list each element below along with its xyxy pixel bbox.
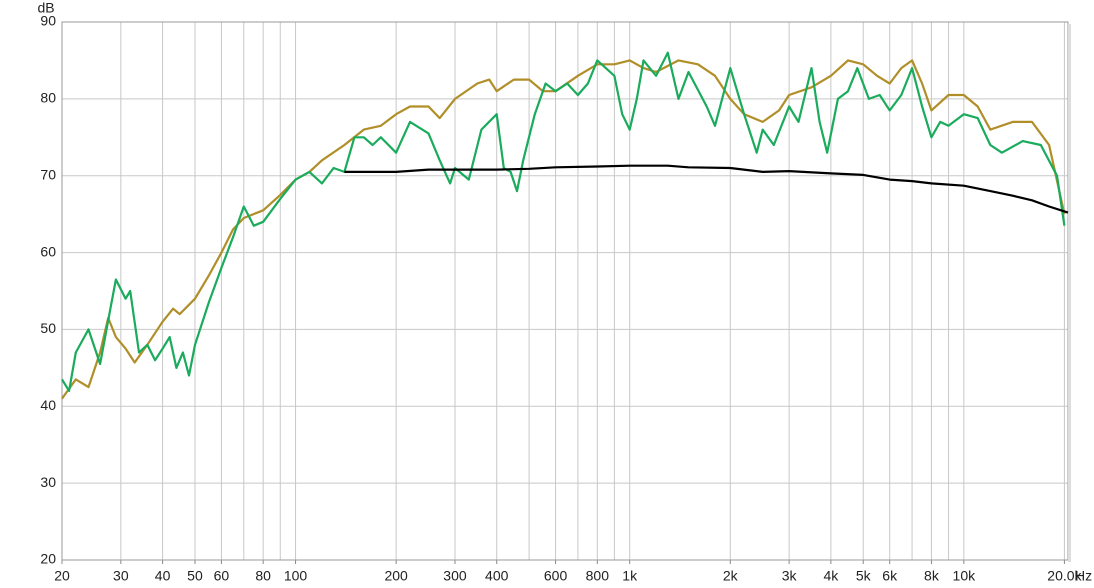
x-tick-label: 20.0k bbox=[1047, 568, 1082, 584]
x-tick-label: 2k bbox=[723, 568, 739, 584]
x-tick-label: 60 bbox=[214, 568, 230, 584]
x-unit: Hz bbox=[1075, 568, 1092, 584]
x-tick-label: 10k bbox=[953, 568, 977, 584]
plot-frame-shadow bbox=[1068, 24, 1071, 562]
y-tick-label: 40 bbox=[40, 397, 56, 413]
x-tick-label: 80 bbox=[255, 568, 271, 584]
series-line bbox=[61, 51, 1066, 392]
x-tick-label: 800 bbox=[586, 568, 610, 584]
x-tick-label: 30 bbox=[113, 568, 129, 584]
y-unit: dB bbox=[37, 0, 54, 16]
x-tick-label: 20 bbox=[54, 568, 70, 584]
x-tick-label: 8k bbox=[924, 568, 940, 584]
x-tick-label: 1k bbox=[622, 568, 638, 584]
x-tick-label: 50 bbox=[187, 568, 203, 584]
x-tick-label: 40 bbox=[155, 568, 171, 584]
x-tick-label: 5k bbox=[856, 568, 872, 584]
y-tick-label: 80 bbox=[40, 90, 56, 106]
x-tick-label: 200 bbox=[384, 568, 408, 584]
x-tick-label: 300 bbox=[443, 568, 467, 584]
y-tick-label: 20 bbox=[40, 551, 56, 567]
x-tick-label: 600 bbox=[544, 568, 568, 584]
x-tick-label: 100 bbox=[284, 568, 308, 584]
x-tick-label: 3k bbox=[782, 568, 798, 584]
y-tick-label: 70 bbox=[40, 166, 56, 182]
series-line bbox=[344, 164, 1069, 214]
series-line bbox=[61, 59, 1066, 400]
x-tick-label: 4k bbox=[823, 568, 839, 584]
y-tick-label: 90 bbox=[40, 13, 56, 29]
y-tick-label: 50 bbox=[40, 320, 56, 336]
x-tick-label: 6k bbox=[882, 568, 898, 584]
x-tick-label: 400 bbox=[485, 568, 509, 584]
y-tick-label: 60 bbox=[40, 243, 56, 259]
y-tick-label: 30 bbox=[40, 474, 56, 490]
